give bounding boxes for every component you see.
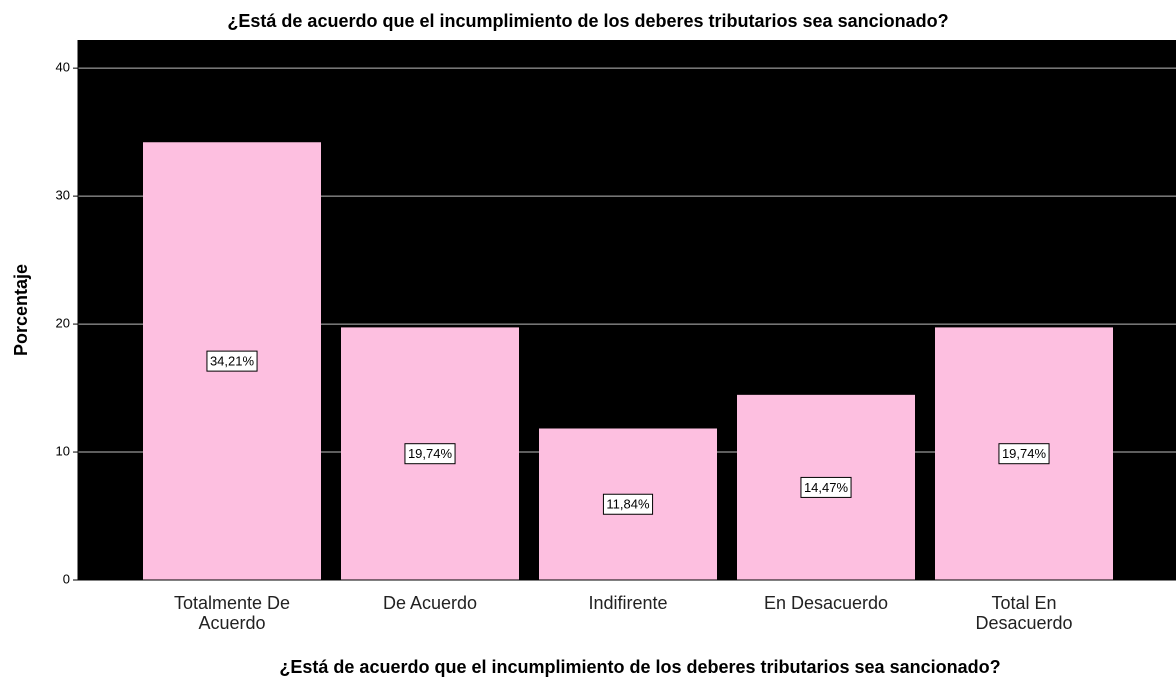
value-label: 11,84% [606,497,650,512]
x-tick-label: De Acuerdo [382,593,478,613]
value-label-box [800,476,852,498]
y-tick-label: 30 [56,188,70,203]
value-label: 34,21% [210,354,255,369]
x-tick-label: Total En Desacuerdo [975,593,1073,633]
y-tick-label: 40 [56,60,70,75]
value-label: 14,47% [804,480,849,495]
y-axis-label: Porcentaje [11,264,31,356]
y-tick-label: 0 [63,571,70,586]
value-label: 19,74% [1002,446,1047,461]
x-tick-label: Indifirente [588,593,668,613]
value-label-box [206,350,258,372]
y-tick-label: 10 [56,443,70,458]
chart-title: ¿Está de acuerdo que el incumplimiento d… [227,11,948,31]
value-label-box [404,443,456,465]
y-tick-label: 20 [56,316,70,331]
x-tick-label: Totalmente De Acuerdo [173,593,291,633]
x-tick-label: En Desacuerdo [763,593,889,613]
value-label: 19,74% [408,446,453,461]
value-label-box [998,443,1050,465]
value-label-box [602,493,654,515]
x-axis-label: ¿Está de acuerdo que el incumplimiento d… [279,657,1000,677]
